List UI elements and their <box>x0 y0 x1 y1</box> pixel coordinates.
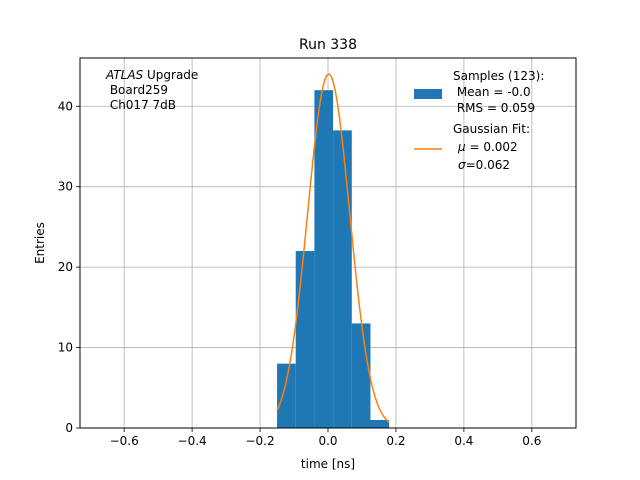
annotation-board: Board259 <box>106 83 168 97</box>
upgrade-label: Upgrade <box>143 68 198 82</box>
annotation-channel: Ch017 7dB <box>106 98 176 112</box>
sigma-symbol: σ <box>458 158 466 172</box>
legend-fit-mu: μ = 0.002 <box>457 140 518 154</box>
y-tick-label: 30 <box>58 180 73 194</box>
y-tick-label: 20 <box>58 260 73 274</box>
y-tick-label: 0 <box>65 421 73 435</box>
y-tick-label: 40 <box>58 99 73 113</box>
legend-samples-rms: RMS = 0.059 <box>453 101 535 115</box>
histogram-bar <box>277 363 296 428</box>
chart-title: Run 338 <box>299 37 357 53</box>
legend: Samples (123): Mean = -0.0 RMS = 0.059 G… <box>414 69 544 172</box>
x-tick-label: 0.4 <box>454 434 473 448</box>
histogram-bar <box>351 323 371 428</box>
x-axis-ticks: −0.6 −0.4 −0.2 0.0 0.2 0.4 0.6 <box>110 428 541 448</box>
mu-value: = 0.002 <box>466 140 518 154</box>
x-axis-label: time [ns] <box>301 457 355 471</box>
histogram-bar <box>314 90 334 428</box>
gaussian-fit <box>276 73 390 423</box>
histogram-bar <box>295 251 315 428</box>
legend-fit-title: Gaussian Fit: <box>453 122 530 136</box>
histogram-bar <box>333 130 352 429</box>
x-tick-label: 0.6 <box>522 434 541 448</box>
legend-samples-mean: Mean = -0.0 <box>453 85 531 99</box>
x-tick-label: −0.6 <box>110 434 139 448</box>
legend-samples-title: Samples (123): <box>453 69 544 83</box>
x-tick-label: −0.4 <box>178 434 207 448</box>
x-tick-label: −0.2 <box>245 434 274 448</box>
mu-symbol: μ <box>457 140 466 154</box>
histogram-bar <box>370 419 390 428</box>
legend-fit-sigma: σ=0.062 <box>458 158 510 172</box>
annotation-line-1: ATLAS Upgrade <box>105 68 198 82</box>
gaussian-fit-curve <box>276 73 390 423</box>
atlas-label: ATLAS <box>105 68 144 82</box>
y-tick-label: 10 <box>58 341 73 355</box>
y-axis-ticks: 0 10 20 30 40 <box>58 99 80 435</box>
x-tick-label: 0.2 <box>386 434 405 448</box>
run-annotation: ATLAS Upgrade Board259 Ch017 7dB <box>105 68 198 112</box>
histogram-bars <box>277 90 390 429</box>
x-tick-label: 0.0 <box>318 434 337 448</box>
y-axis-label: Entries <box>33 222 47 264</box>
legend-samples-swatch <box>414 89 442 99</box>
sigma-value: =0.062 <box>466 158 510 172</box>
